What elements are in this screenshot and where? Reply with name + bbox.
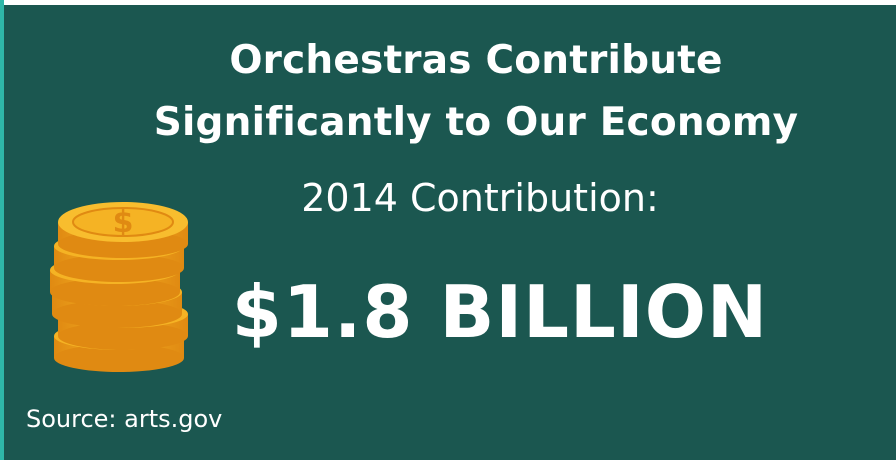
source-note: Source: arts.gov [26, 405, 223, 433]
coin-1: $ [58, 202, 188, 258]
contribution-amount: $1.8 BILLION [231, 270, 769, 354]
headline-line-1: Orchestras Contribute [229, 38, 723, 83]
dollar-sign-icon: $ [113, 205, 134, 240]
headline-line-2: Significantly to Our Economy [153, 100, 799, 145]
contribution-label: 2014 Contribution: [301, 176, 659, 220]
coin-stack-icon: $ [50, 202, 188, 372]
left-edge-line [0, 0, 4, 460]
headline: Orchestras Contribute Significantly to O… [0, 30, 896, 154]
